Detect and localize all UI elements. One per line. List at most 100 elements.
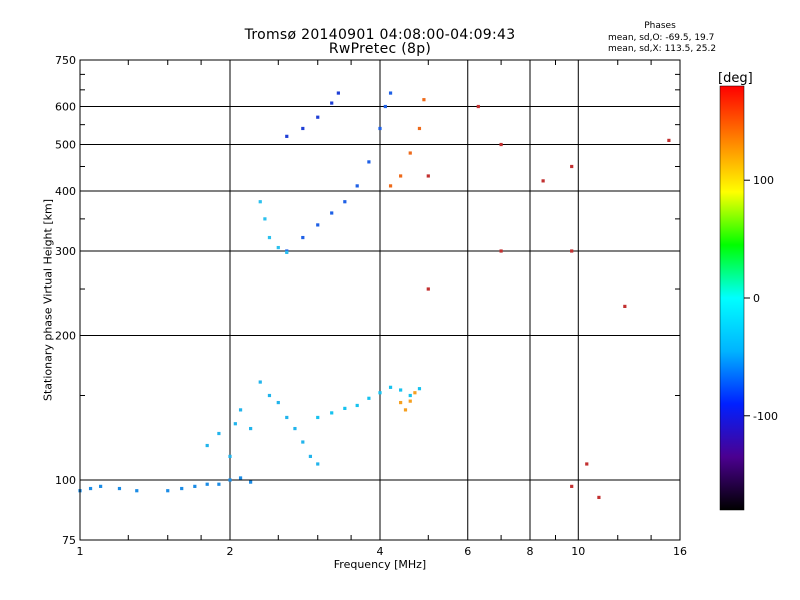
data-point <box>99 484 103 488</box>
data-point <box>343 200 347 204</box>
data-point <box>258 380 262 384</box>
data-point <box>301 126 305 131</box>
data-point <box>597 495 601 500</box>
phase-x-stats: mean, sd,X: 113.5, 25.2 <box>608 44 717 54</box>
x-tick-label: 16 <box>673 545 687 558</box>
data-point <box>228 454 232 459</box>
data-point <box>249 426 253 431</box>
trace-group <box>388 98 426 188</box>
colorbar-tick-label: 0 <box>753 292 760 305</box>
y-tick-label: 300 <box>55 245 76 258</box>
data-point <box>293 426 297 431</box>
data-point <box>233 422 237 426</box>
colorbar <box>719 85 745 511</box>
x-tick-label: 1 <box>77 545 84 558</box>
data-point <box>330 411 334 415</box>
phase-legend-title: Phases <box>644 21 676 31</box>
data-point <box>367 160 371 164</box>
data-point <box>285 415 289 420</box>
data-point <box>336 91 340 95</box>
data-point <box>267 393 272 398</box>
data-point <box>285 250 289 255</box>
y-tick-label: 100 <box>55 474 76 487</box>
data-point <box>378 391 382 395</box>
data-point <box>408 399 412 403</box>
y-tick-label: 600 <box>55 101 76 114</box>
x-tick-label: 2 <box>227 545 234 558</box>
data-point <box>413 391 417 395</box>
y-tick-label: 75 <box>62 534 76 547</box>
data-point <box>267 235 272 240</box>
data-point <box>316 415 320 420</box>
data-point <box>388 184 393 188</box>
data-point <box>378 126 382 131</box>
data-point <box>135 489 139 493</box>
data-point <box>399 388 403 392</box>
trace-group <box>399 391 417 412</box>
data-point <box>476 104 480 109</box>
data-point <box>570 249 574 253</box>
colorbar-ticks: 100 0 -100 <box>744 174 778 423</box>
x-tick-label: 6 <box>464 545 471 558</box>
trace-group <box>78 476 253 493</box>
data-point <box>276 400 280 405</box>
data-point <box>117 486 122 491</box>
data-point <box>301 440 305 444</box>
phase-o-stats: mean, sd,O: -69.5, 19.7 <box>608 33 715 43</box>
data-point <box>166 489 170 493</box>
data-point <box>285 134 289 138</box>
data-point <box>205 482 209 486</box>
colorbar-tick-label: -100 <box>753 410 778 423</box>
data-point <box>238 476 243 480</box>
data-point <box>263 217 267 221</box>
y-tick-label: 400 <box>55 185 76 198</box>
plot-points <box>78 91 671 500</box>
data-point <box>417 126 422 131</box>
data-point <box>88 486 93 491</box>
y-tick-label: 750 <box>55 54 76 67</box>
data-point <box>422 98 426 102</box>
data-point <box>399 400 403 405</box>
x-ticks: 1 2 4 6 8 10 16 <box>77 60 687 558</box>
plot-frame <box>79 59 681 541</box>
data-point <box>355 403 359 408</box>
data-point <box>403 408 408 412</box>
data-point <box>316 115 320 119</box>
trace-group <box>258 200 289 255</box>
data-point <box>217 431 221 436</box>
data-point <box>316 223 320 227</box>
data-point <box>388 385 393 389</box>
data-point <box>399 174 403 178</box>
y-tick-label: 500 <box>55 139 76 152</box>
x-tick-label: 4 <box>377 545 384 558</box>
data-point <box>193 484 197 488</box>
data-point <box>180 486 184 491</box>
data-point <box>408 151 412 155</box>
data-point <box>383 104 387 109</box>
data-point <box>570 164 574 169</box>
trace-group <box>426 104 671 500</box>
data-point <box>330 211 334 215</box>
data-point <box>355 184 359 188</box>
trace-group <box>285 91 393 253</box>
data-point <box>343 406 347 411</box>
trace-group <box>316 385 422 420</box>
data-point <box>585 462 589 466</box>
colorbar-tick-label: 100 <box>753 174 774 187</box>
plot-grid <box>80 60 680 540</box>
data-point <box>570 484 574 488</box>
data-point <box>417 387 422 391</box>
x-axis-label: Frequency [MHz] <box>333 558 427 571</box>
data-point <box>499 142 503 147</box>
plot-subtitle: RwPretec (8p) <box>328 41 432 57</box>
data-point <box>258 200 262 204</box>
data-point <box>426 287 430 291</box>
x-tick-label: 10 <box>571 545 585 558</box>
data-point <box>308 454 313 459</box>
x-tick-label: 8 <box>527 545 534 558</box>
data-point <box>238 408 243 412</box>
data-point <box>541 179 545 183</box>
data-point <box>316 462 320 466</box>
data-point <box>388 91 393 95</box>
